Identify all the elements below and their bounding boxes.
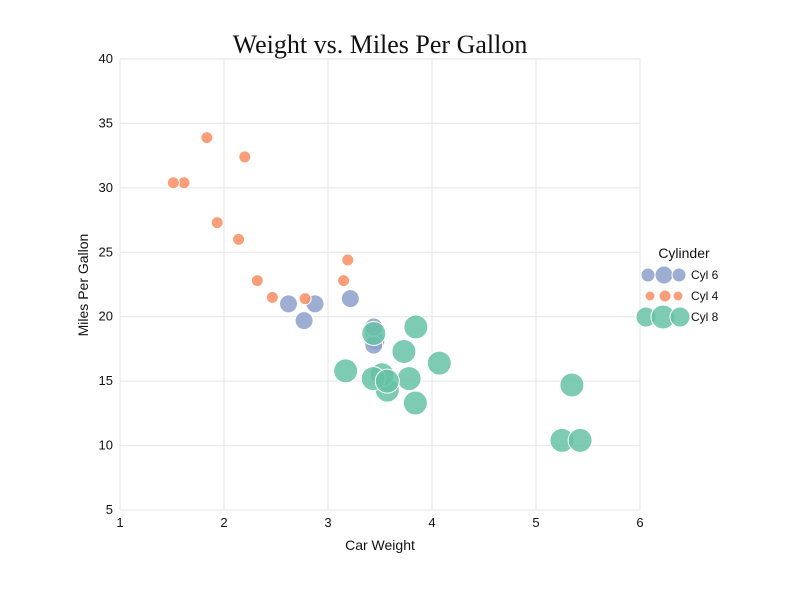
y-axis-label: Miles Per Gallon bbox=[75, 234, 91, 337]
scatter-point-cyl-4 bbox=[232, 232, 246, 246]
x-axis-label: Car Weight bbox=[345, 537, 415, 553]
y-tick-label: 10 bbox=[99, 438, 113, 453]
scatter-point-cyl-4 bbox=[238, 150, 252, 164]
data-points bbox=[166, 131, 593, 453]
y-tick-label: 15 bbox=[99, 373, 113, 388]
scatter-point-cyl-4 bbox=[298, 292, 312, 306]
scatter-point-cyl-8 bbox=[391, 339, 417, 365]
x-tick-label: 6 bbox=[636, 515, 643, 530]
y-tick-label: 5 bbox=[106, 502, 113, 517]
y-tick-label: 30 bbox=[99, 180, 113, 195]
x-tick-label: 4 bbox=[428, 515, 435, 530]
scatter-point-cyl-4 bbox=[337, 274, 351, 288]
legend-marker-cyl-6 bbox=[671, 267, 687, 283]
scatter-point-cyl-6 bbox=[294, 311, 314, 331]
x-tick-label: 5 bbox=[532, 515, 539, 530]
y-axis-ticks: 5 10 15 20 25 30 35 40 bbox=[99, 51, 113, 517]
legend: Cylinder Cyl 6 Cyl 4 Cyl 8 bbox=[635, 245, 719, 330]
scatter-point-cyl-8 bbox=[559, 372, 585, 398]
legend-marker-cyl-8 bbox=[669, 306, 691, 328]
scatter-point-cyl-8 bbox=[402, 390, 428, 416]
legend-label: Cyl 6 bbox=[691, 268, 719, 282]
scatter-point-cyl-4 bbox=[200, 131, 214, 145]
scatter-point-cyl-8 bbox=[403, 314, 429, 340]
scatter-point-cyl-8 bbox=[361, 320, 387, 346]
y-tick-label: 25 bbox=[99, 244, 113, 259]
legend-title: Cylinder bbox=[658, 245, 710, 261]
scatter-point-cyl-4 bbox=[341, 253, 355, 267]
scatter-point-cyl-4 bbox=[210, 216, 224, 230]
legend-label: Cyl 4 bbox=[691, 289, 719, 303]
y-tick-label: 35 bbox=[99, 115, 113, 130]
x-axis-ticks: 1 2 3 4 5 6 bbox=[116, 515, 643, 530]
chart-title: Weight vs. Miles Per Gallon bbox=[233, 30, 528, 59]
y-tick-label: 40 bbox=[99, 51, 113, 66]
scatter-point-cyl-8 bbox=[333, 358, 359, 384]
legend-marker-cyl-6 bbox=[654, 265, 674, 285]
scatter-point-cyl-8 bbox=[426, 350, 452, 376]
legend-marker-cyl-6 bbox=[640, 267, 656, 283]
scatter-point-cyl-8 bbox=[567, 427, 593, 453]
x-tick-label: 1 bbox=[116, 515, 123, 530]
legend-label: Cyl 8 bbox=[691, 310, 719, 324]
scatter-point-cyl-4 bbox=[250, 274, 264, 288]
scatter-point-cyl-6 bbox=[340, 289, 360, 309]
scatter-point-cyl-8 bbox=[374, 368, 400, 394]
y-tick-label: 20 bbox=[99, 309, 113, 324]
scatter-point-cyl-8 bbox=[396, 366, 422, 392]
scatter-point-cyl-4 bbox=[265, 290, 279, 304]
scatter-point-cyl-6 bbox=[278, 294, 298, 314]
legend-marker-cyl-4 bbox=[672, 290, 684, 302]
x-tick-label: 3 bbox=[324, 515, 331, 530]
grid-lines bbox=[119, 58, 641, 511]
legend-marker-cyl-4 bbox=[658, 289, 672, 303]
scatter-point-cyl-4 bbox=[166, 176, 180, 190]
legend-marker-cyl-4 bbox=[644, 290, 656, 302]
x-tick-label: 2 bbox=[220, 515, 227, 530]
